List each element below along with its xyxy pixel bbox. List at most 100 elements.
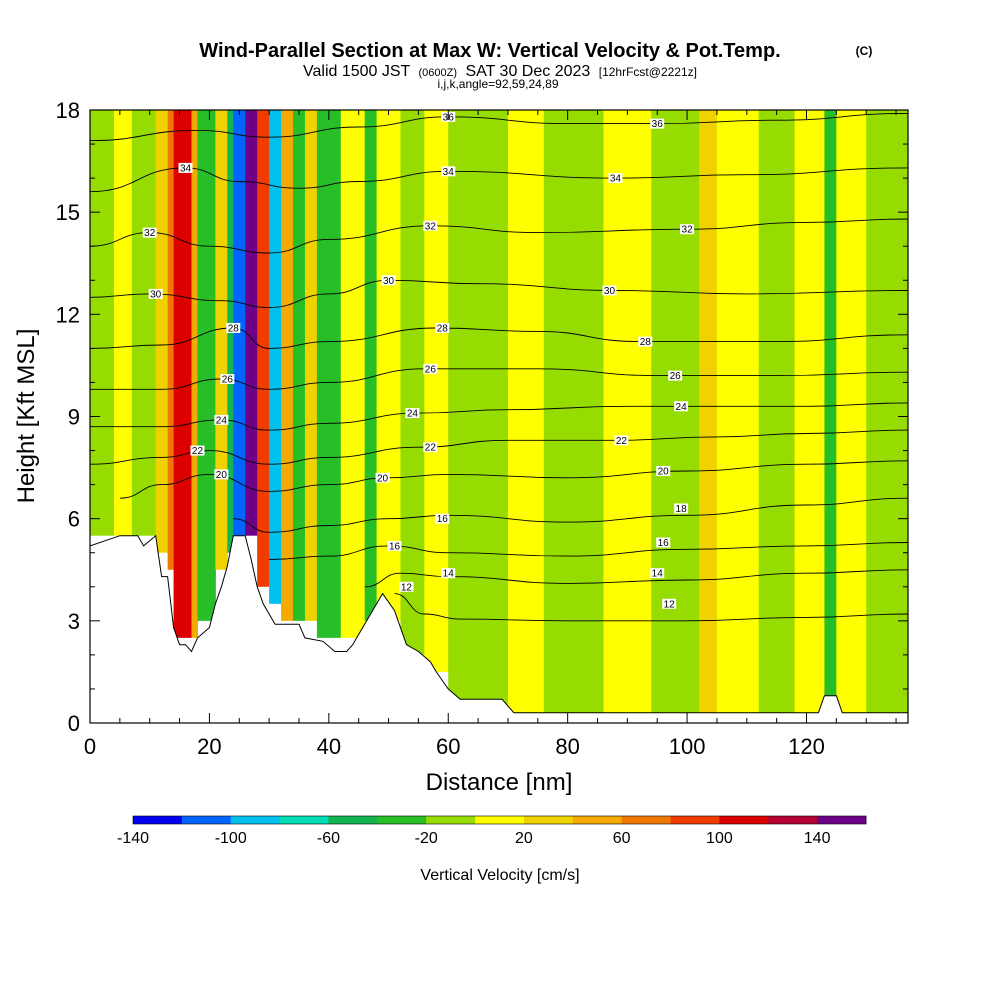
theta-contour-line (119, 460, 908, 499)
valid-time: Valid 1500 JST (303, 63, 411, 80)
colorbar-swatch (133, 816, 183, 824)
contour-label: 22 (614, 435, 629, 447)
svg-text:30: 30 (383, 276, 395, 287)
contour-label: 28 (638, 336, 653, 348)
colorbar-tick-label: -60 (317, 830, 340, 847)
colorbar-tick-label: -100 (215, 830, 247, 847)
svg-text:22: 22 (616, 436, 628, 447)
svg-text:24: 24 (216, 415, 228, 426)
theta-contour-line (90, 167, 908, 193)
colorbar-swatch (377, 816, 427, 824)
contour-label: 26 (668, 370, 683, 382)
x-tick-label: 120 (788, 734, 825, 759)
velocity-cell (699, 110, 718, 713)
velocity-cell (167, 110, 175, 570)
theta-contour-line (90, 327, 908, 349)
colorbar-swatch (230, 816, 280, 824)
valid-date: SAT 30 Dec 2023 (465, 63, 590, 80)
colorbar-swatch (475, 816, 525, 824)
svg-text:24: 24 (676, 402, 688, 413)
contour-label: 30 (381, 275, 396, 287)
velocity-cell (340, 110, 366, 638)
svg-text:28: 28 (640, 337, 652, 348)
velocity-cell (215, 110, 228, 570)
colorbar-tick-label: -140 (117, 830, 149, 847)
x-tick-label: 40 (317, 734, 341, 759)
svg-text:14: 14 (652, 569, 664, 580)
svg-text:16: 16 (658, 538, 670, 549)
contour-label: 22 (190, 445, 205, 457)
contour-label: 24 (674, 401, 689, 413)
svg-text:28: 28 (228, 323, 240, 334)
svg-text:20: 20 (216, 470, 228, 481)
velocity-cell (155, 110, 169, 553)
contour-label: 26 (220, 374, 235, 386)
y-tick-label: 18 (56, 98, 80, 123)
contour-label: 34 (441, 166, 456, 178)
svg-text:34: 34 (610, 174, 622, 185)
y-axis-title: Height [Kft MSL] (13, 329, 40, 504)
velocity-cell (90, 110, 115, 536)
velocity-cell (400, 110, 425, 655)
contour-label: 32 (423, 220, 438, 232)
theta-contour-line (269, 542, 908, 560)
theta-contours (90, 112, 908, 622)
velocity-cell (651, 110, 700, 713)
contour-label: 32 (680, 224, 695, 236)
contour-label: 22 (423, 442, 438, 454)
velocity-cell (866, 110, 908, 713)
contour-label: 20 (656, 465, 671, 477)
y-tick-label: 15 (56, 200, 80, 225)
colorbar-swatch (621, 816, 671, 824)
velocity-cell (131, 110, 157, 536)
velocity-cell (191, 110, 198, 638)
svg-text:22: 22 (425, 443, 437, 454)
velocity-cell (173, 110, 193, 638)
svg-text:32: 32 (144, 228, 156, 239)
x-tick-label: 80 (555, 734, 579, 759)
svg-text:12: 12 (664, 599, 676, 610)
colorbar-swatch (719, 816, 769, 824)
colorbar-tick-label: 100 (706, 830, 733, 847)
velocity-cell (113, 110, 133, 536)
velocity-cell (197, 110, 216, 621)
chart-title: Wind-Parallel Section at Max W: Vertical… (199, 40, 780, 62)
contour-label: 24 (405, 408, 420, 420)
contour-label: 32 (142, 227, 157, 239)
x-axis-title: Distance [nm] (426, 769, 573, 796)
theta-contour-line (90, 429, 908, 465)
theta-contour-line (90, 112, 908, 142)
svg-text:34: 34 (180, 163, 192, 174)
contour-label: 14 (650, 568, 665, 580)
svg-text:20: 20 (377, 473, 389, 484)
svg-text:30: 30 (604, 286, 616, 297)
velocity-cell (257, 110, 270, 587)
colorbar-swatch (279, 816, 329, 824)
contour-label: 26 (423, 363, 438, 375)
svg-text:32: 32 (682, 225, 694, 236)
contour-label: 16 (387, 540, 402, 552)
colorbar: -140 -100 -60 -20 20 60 100 140 (117, 815, 867, 847)
svg-text:36: 36 (652, 119, 664, 130)
contour-label: 14 (441, 568, 456, 580)
velocity-cell (794, 110, 825, 713)
colorbar-tick-label: -20 (415, 830, 438, 847)
velocity-cell (245, 110, 258, 536)
svg-text:28: 28 (437, 323, 449, 334)
colorbar-label: Vertical Velocity [cm/s] (420, 867, 579, 884)
velocity-cell (293, 110, 306, 621)
valid-zulu: (0600Z) (418, 67, 457, 79)
colorbar-swatch (523, 816, 574, 824)
svg-text:26: 26 (425, 364, 437, 375)
velocity-cell (316, 110, 342, 638)
svg-text:24: 24 (407, 409, 419, 420)
contour-label: 18 (674, 503, 689, 515)
x-tick-label: 20 (197, 734, 221, 759)
theta-contour-line (233, 497, 908, 533)
copyright-mark: (C) (856, 44, 873, 58)
svg-text:26: 26 (222, 375, 234, 386)
contour-label: 24 (214, 414, 229, 426)
x-tick-label: 100 (669, 734, 706, 759)
theta-contour-line (364, 569, 908, 588)
